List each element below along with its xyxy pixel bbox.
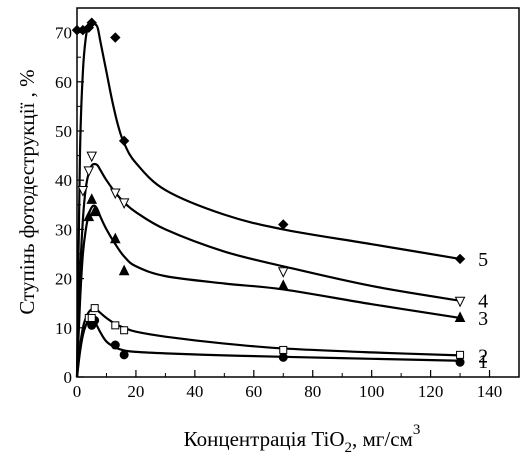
series-4-point <box>454 296 466 308</box>
series-1-curve <box>75 317 461 378</box>
series-4-point <box>77 186 89 197</box>
series-2-point <box>87 313 96 322</box>
series-5-point <box>118 135 130 147</box>
fitted-curves <box>75 21 461 378</box>
series-5-point <box>86 17 97 28</box>
x-tick-label: 120 <box>418 382 444 401</box>
series-3-point <box>454 311 466 322</box>
x-axis-title-sub: 2 <box>344 440 352 456</box>
x-tick-label: 140 <box>477 382 503 401</box>
y-tick-label: 70 <box>55 24 72 43</box>
series-5-point <box>454 253 466 265</box>
series-2-point <box>279 345 288 354</box>
series-4-point <box>118 198 130 209</box>
series-3-point <box>118 264 130 276</box>
series-4-point <box>109 188 121 200</box>
data-markers <box>71 17 466 367</box>
series-2-point <box>111 321 120 330</box>
series-3-label: 3 <box>478 308 488 330</box>
series-4-point <box>83 166 95 177</box>
axis-ticks: 0 20 40 60 80 100 120 140 0 10 20 30 40 50 60 70 <box>55 24 502 401</box>
series-3-point <box>277 279 289 290</box>
x-tick-label: 40 <box>186 382 203 401</box>
x-axis-title-main: Концентрація TiO <box>184 427 345 451</box>
series-5-point <box>278 219 289 230</box>
x-axis-title: Концентрація TiO2, мг/см3 <box>184 422 421 456</box>
x-tick-label: 80 <box>304 382 321 401</box>
series-5-point <box>110 32 121 43</box>
series-4-curve <box>75 162 461 378</box>
series-2-curve <box>75 306 461 378</box>
plot-frame <box>76 7 520 378</box>
x-axis-title-unit: , мг/см <box>352 427 413 451</box>
series-4-point <box>277 267 289 278</box>
series-2-point <box>90 304 99 313</box>
series-1-point <box>110 340 120 350</box>
curve-labels: 12 34 5 <box>478 249 488 373</box>
series-1-point <box>119 350 129 360</box>
x-tick-label: 60 <box>245 382 262 401</box>
series-5-label: 5 <box>478 249 488 271</box>
y-tick-label: 0 <box>64 368 73 387</box>
series-1-point <box>455 357 465 367</box>
y-tick-label: 10 <box>55 319 72 338</box>
series-3-point <box>89 205 100 217</box>
series-4-point <box>86 151 98 163</box>
series-5-curve <box>75 21 461 378</box>
y-tick-label: 20 <box>55 270 72 289</box>
x-tick-label: 0 <box>73 382 82 401</box>
series-2-label: 2 <box>478 345 488 367</box>
y-tick-label: 60 <box>55 73 72 92</box>
series-2-point <box>120 326 129 335</box>
y-axis-title: Ступінь фотодеструкції , % <box>15 69 39 314</box>
y-tick-label: 30 <box>55 220 72 239</box>
x-tick-label: 100 <box>359 382 385 401</box>
x-tick-label: 20 <box>127 382 144 401</box>
series-1-label: 1 <box>478 351 488 373</box>
x-axis-title-sup: 3 <box>413 422 421 438</box>
y-tick-label: 40 <box>55 171 72 190</box>
series-3-point <box>109 232 121 244</box>
series-4-label: 4 <box>478 291 488 313</box>
series-3-point <box>86 193 98 204</box>
series-3-curve <box>75 204 461 378</box>
y-tick-label: 50 <box>55 122 72 141</box>
series-1-point <box>278 352 288 362</box>
series-2-point <box>456 350 465 359</box>
